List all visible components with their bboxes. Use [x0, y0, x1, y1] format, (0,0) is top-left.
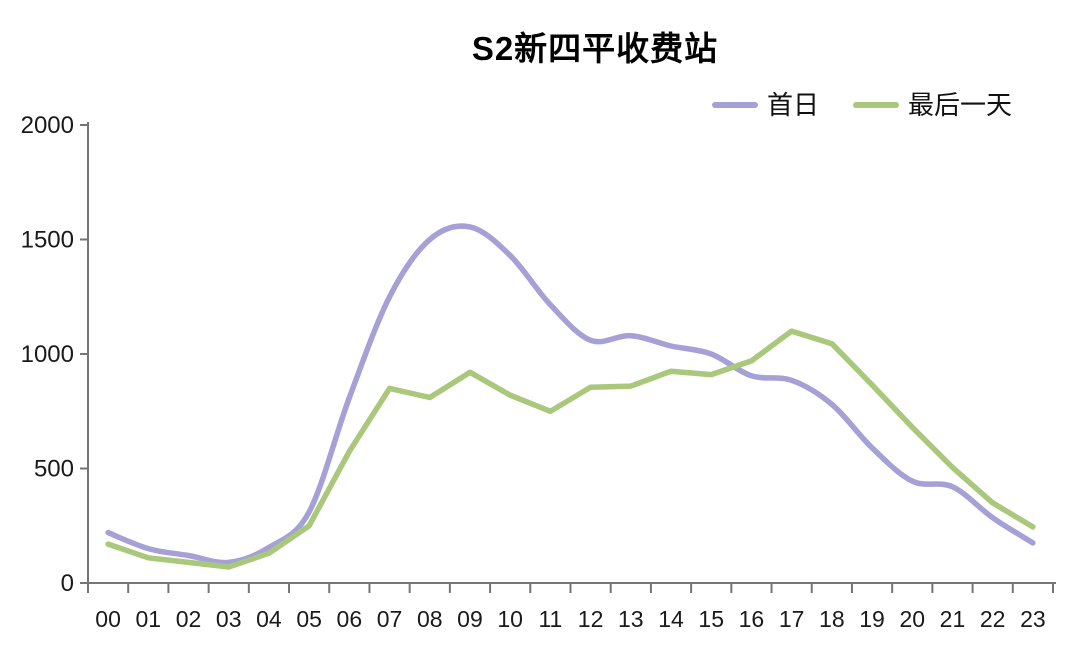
x-tick-label: 01 — [136, 606, 162, 632]
x-tick-label: 07 — [377, 606, 403, 632]
x-tick-label: 12 — [578, 606, 604, 632]
x-tick-label: 02 — [176, 606, 202, 632]
x-tick-label: 00 — [95, 606, 121, 632]
x-tick-label: 18 — [819, 606, 845, 632]
x-tick-label: 14 — [658, 606, 684, 632]
chart-title: S2新四平收费站 — [471, 30, 719, 67]
x-tick-label: 05 — [296, 606, 322, 632]
legend: 首日 最后一天 — [712, 90, 1012, 120]
axis-lines — [87, 122, 1056, 584]
x-tick-label: 17 — [779, 606, 805, 632]
series-line-1 — [105, 328, 1036, 570]
y-tick-label: 500 — [34, 456, 74, 483]
x-tick-label: 03 — [216, 606, 242, 632]
x-tick-label: 11 — [538, 606, 562, 632]
x-tick-label: 16 — [739, 606, 765, 632]
series-line-0 — [105, 223, 1036, 566]
legend-label-first-day: 首日 — [767, 90, 820, 120]
y-tick-label: 2000 — [21, 112, 74, 139]
legend-label-last-day: 最后一天 — [908, 90, 1013, 120]
y-tick-label: 1500 — [21, 227, 74, 254]
y-tick-label: 0 — [61, 570, 74, 597]
x-tick-label: 06 — [337, 606, 363, 632]
x-tick-label: 08 — [417, 606, 443, 632]
legend-item-last-day[interactable]: 最后一天 — [853, 90, 1012, 120]
x-tick-label: 15 — [698, 606, 724, 632]
y-tick-label: 1000 — [21, 341, 74, 368]
x-tick-label: 13 — [618, 606, 644, 632]
x-tick-label: 04 — [256, 606, 282, 632]
legend-swatch-last-day — [853, 102, 900, 108]
x-tick-label: 21 — [940, 606, 966, 632]
legend-item-first-day[interactable]: 首日 — [712, 90, 819, 120]
x-tick-label: 23 — [1020, 606, 1046, 632]
x-tick-label: 10 — [497, 606, 523, 632]
x-tick-label: 09 — [457, 606, 483, 632]
legend-swatch-first-day — [712, 102, 758, 108]
x-tick-label: 19 — [859, 606, 885, 632]
x-tick-label: 20 — [899, 606, 925, 632]
x-tick-label: 22 — [980, 606, 1006, 632]
